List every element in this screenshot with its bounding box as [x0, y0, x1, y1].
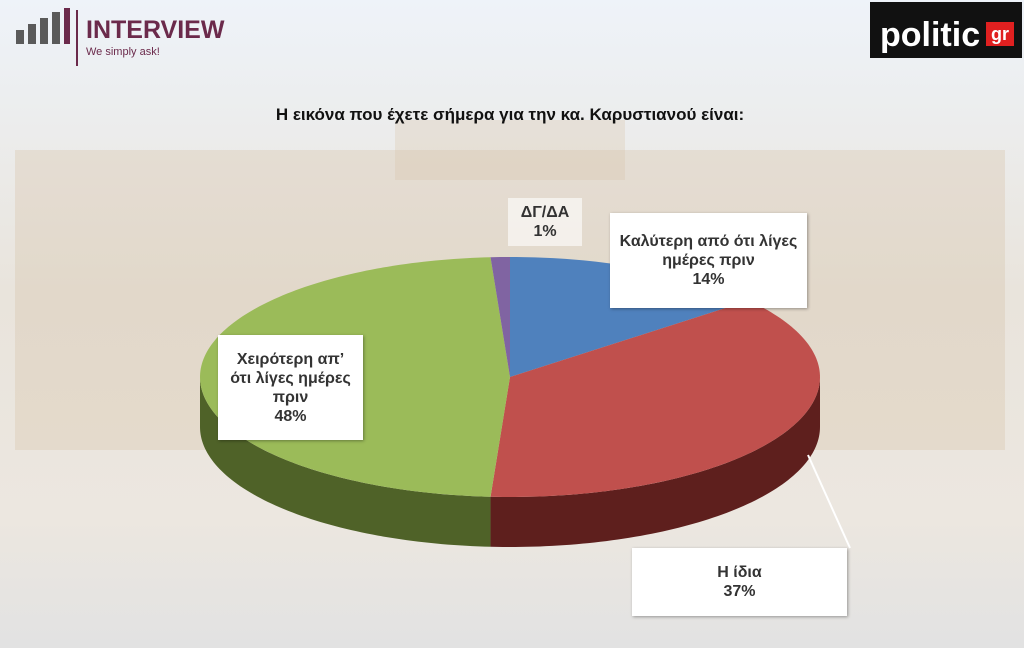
slice — [490, 300, 820, 497]
brand: INTERVIEW — [86, 16, 225, 44]
category-label: ΔΓ/ΔΑ — [520, 204, 570, 221]
data-label: Καλύτερη από ότι λίγες ημέρες πριν 14% — [610, 213, 807, 308]
partner-suffix: gr — [991, 24, 1009, 44]
chart-title: Η εικόνα που έχετε σήμερα για την κα. Κα… — [276, 105, 744, 124]
value-label: 37% — [723, 583, 756, 600]
value-label: 1% — [533, 223, 557, 240]
category-label: Χειρότερη απ’ ότι λίγες ημέρες πριν — [230, 350, 351, 406]
data-label: Χειρότερη απ’ ότι λίγες ημέρες πριν 48% — [218, 335, 363, 440]
brand-logo-icon — [16, 8, 78, 66]
partner-badge — [986, 22, 1014, 46]
tagline: We simply ask! — [86, 46, 160, 58]
value-label: 14% — [692, 271, 725, 288]
data-label: ΔΓ/ΔΑ 1% — [508, 198, 582, 246]
slice-side — [490, 377, 820, 547]
category-label: Η ίδια — [717, 564, 762, 581]
category-label: Καλύτερη από ότι λίγες ημέρες πριν — [619, 233, 798, 269]
slice — [490, 257, 510, 377]
leader-line — [807, 454, 851, 549]
value-label: 48% — [274, 407, 307, 425]
data-label: Η ίδια 37% — [632, 548, 847, 616]
slice-side — [200, 377, 491, 547]
partner: politic — [880, 16, 980, 54]
background — [395, 120, 625, 180]
